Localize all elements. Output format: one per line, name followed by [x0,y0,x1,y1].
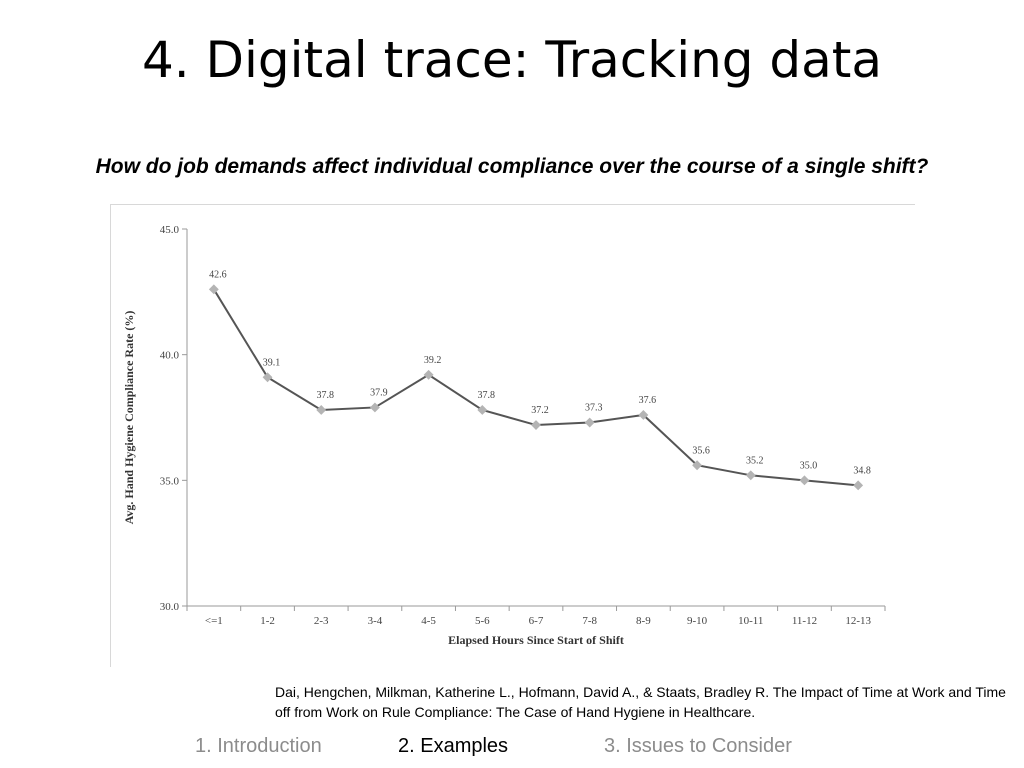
data-point [584,417,595,428]
data-label: 39.1 [263,357,281,368]
data-point [692,460,703,471]
data-point [799,475,810,486]
data-label: 37.8 [478,390,496,401]
data-label: 37.6 [639,395,657,406]
data-label: 37.9 [370,387,388,398]
data-label: 42.6 [209,269,227,280]
data-point [423,369,434,380]
chart-container: 30.0 35.0 40.0 45.0 <=1 1-2 2-3 3-4 4-5 5-6 6-7 7-8… [110,204,915,667]
data-label: 37.8 [316,390,334,401]
y-axis-title: Avg. Hand Hygiene Compliance Rate (%) [122,311,136,525]
data-label: 39.2 [424,355,442,366]
x-tick-label: 10-11 [738,615,763,627]
data-point [208,284,219,295]
data-point [638,410,649,420]
x-tick-label: 5-6 [475,615,490,627]
x-tick-label: 3-4 [368,615,383,627]
data-label: 37.3 [585,403,603,414]
data-point [262,372,273,383]
x-tick-label: 7-8 [582,615,597,627]
x-tick-label: 11-12 [792,615,817,627]
x-tick-label: 9-10 [687,615,708,627]
data-point [369,402,380,413]
nav-item-issues-to-consider[interactable]: 3. Issues to Consider [604,735,792,757]
data-point [316,405,327,415]
line-chart: 30.0 35.0 40.0 45.0 <=1 1-2 2-3 3-4 4-5 5-6 6-7 7-8… [122,224,886,647]
nav-item-examples[interactable]: 2. Examples [398,735,509,757]
x-tick-label: <=1 [205,615,223,627]
y-tick-label: 40.0 [160,350,180,362]
y-tick-label: 45.0 [160,224,180,236]
data-point [853,480,864,491]
data-point [745,470,756,481]
x-tick-label: 6-7 [529,615,544,627]
x-tick-label: 12-13 [845,615,871,627]
y-tick-label: 35.0 [160,475,180,487]
data-label: 35.0 [800,460,818,471]
x-tick-label: 1-2 [260,615,275,627]
data-point [477,405,488,415]
data-label: 37.2 [531,405,549,416]
data-label: 34.8 [853,465,871,476]
x-tick-label: 2-3 [314,615,329,627]
x-tick-label: 8-9 [636,615,651,627]
research-question: How do job demands affect individual com… [95,155,929,178]
nav-item-introduction[interactable]: 1. Introduction [195,735,322,757]
citation: Dai, Hengchen, Milkman, Katherine L., Ho… [275,684,1006,720]
y-tick-label: 30.0 [160,601,180,613]
data-point [531,420,541,430]
x-axis-title: Elapsed Hours Since Start of Shift [448,633,624,647]
data-label: 35.6 [692,445,710,456]
slide-title: 4. Digital trace: Tracking data [141,31,883,89]
data-label: 35.2 [746,455,764,466]
x-tick-label: 4-5 [421,615,436,627]
